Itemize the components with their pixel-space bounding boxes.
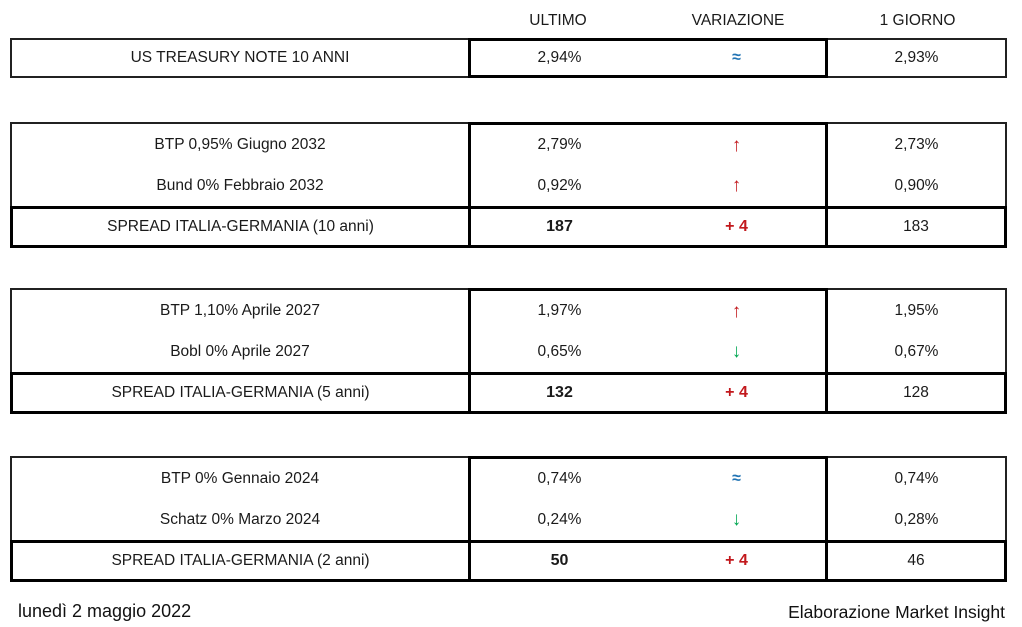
ultimo-variazione-box: 1,97% ↑ 0,65% ↓	[468, 288, 828, 372]
column-header-1-giorno: 1 GIORNO	[879, 12, 956, 29]
spread-change: + 4	[725, 218, 748, 235]
spread-giorno-value: 183	[903, 218, 929, 235]
report-date: lunedì 2 maggio 2022	[18, 601, 192, 621]
up-arrow-icon: ↑	[731, 134, 742, 156]
table-row: 1,97% ↑	[471, 291, 825, 332]
giorno-column: 2,93%	[828, 38, 1007, 78]
up-arrow-icon: ↑	[731, 300, 742, 322]
ultimo-value: 0,74%	[537, 470, 582, 488]
spread-giorno-value: 128	[903, 384, 929, 401]
group-us-treasury: US TREASURY NOTE 10 ANNI 2,94% ≈ 2,93%	[10, 38, 1007, 78]
ultimo-variazione-box: 2,94% ≈	[468, 38, 828, 78]
spread-row-10-anni: SPREAD ITALIA-GERMANIA (10 anni) 187 + 4…	[10, 206, 1007, 248]
label-column: BTP 1,10% Aprile 2027 Bobl 0% Aprile 202…	[10, 288, 468, 372]
giorno-value: 1,95%	[894, 301, 939, 319]
spread-value: 50	[550, 552, 569, 569]
approx-equal-icon: ≈	[732, 470, 741, 488]
spread-mid-box: 132 + 4	[468, 375, 828, 411]
group-5-anni: BTP 1,10% Aprile 2027 Bobl 0% Aprile 202…	[10, 288, 1007, 414]
instrument-label: BTP 0% Gennaio 2024	[160, 469, 320, 487]
spread-change: + 4	[725, 384, 748, 401]
down-arrow-icon: ↓	[731, 509, 742, 531]
ultimo-value: 2,94%	[537, 49, 582, 66]
table-row: 0,65% ↓	[471, 332, 825, 373]
table-row: 0,92% ↑	[471, 166, 825, 207]
giorno-value: 0,90%	[894, 176, 939, 194]
column-header-variazione: VARIAZIONE	[691, 12, 785, 29]
giorno-value: 2,73%	[894, 135, 939, 153]
instrument-label: Schatz 0% Marzo 2024	[159, 510, 321, 528]
ultimo-value: 0,92%	[537, 176, 582, 194]
spread-label: SPREAD ITALIA-GERMANIA (10 anni)	[107, 218, 374, 235]
table-row: 0,74% ≈	[471, 459, 825, 500]
ultimo-value: 0,24%	[537, 510, 582, 528]
instrument-label: Bobl 0% Aprile 2027	[170, 342, 310, 360]
giorno-column: 2,73% 0,90%	[828, 122, 1007, 206]
ultimo-variazione-box: 0,74% ≈ 0,24% ↓	[468, 456, 828, 540]
instrument-label: BTP 1,10% Aprile 2027	[160, 301, 320, 319]
instrument-label: US TREASURY NOTE 10 ANNI	[130, 49, 350, 66]
spread-value: 187	[546, 218, 573, 235]
spread-value: 132	[546, 384, 573, 401]
spread-label: SPREAD ITALIA-GERMANIA (2 anni)	[111, 552, 370, 569]
label-column: BTP 0,95% Giugno 2032 Bund 0% Febbraio 2…	[10, 122, 468, 206]
spread-giorno-value: 46	[907, 552, 925, 569]
giorno-value: 0,67%	[894, 342, 939, 360]
down-arrow-icon: ↓	[731, 341, 742, 363]
label-column: US TREASURY NOTE 10 ANNI	[10, 38, 468, 78]
approx-equal-icon: ≈	[732, 49, 741, 66]
spread-row-2-anni: SPREAD ITALIA-GERMANIA (2 anni) 50 + 4 4…	[10, 540, 1007, 582]
table-row: 0,24% ↓	[471, 500, 825, 541]
giorno-value: 0,74%	[894, 469, 939, 487]
up-arrow-icon: ↑	[731, 175, 742, 197]
ultimo-value: 0,65%	[537, 342, 582, 360]
table-row: 2,94% ≈	[471, 41, 825, 75]
ultimo-variazione-box: 2,79% ↑ 0,92% ↑	[468, 122, 828, 206]
group-10-anni: BTP 0,95% Giugno 2032 Bund 0% Febbraio 2…	[10, 122, 1007, 248]
spread-mid-box: 50 + 4	[468, 543, 828, 579]
spread-mid-box: 187 + 4	[468, 209, 828, 245]
spread-row-5-anni: SPREAD ITALIA-GERMANIA (5 anni) 132 + 4 …	[10, 372, 1007, 414]
report-credit: Elaborazione Market Insight	[788, 602, 1005, 622]
column-header-ultimo: ULTIMO	[529, 12, 587, 29]
group-2-anni: BTP 0% Gennaio 2024 Schatz 0% Marzo 2024…	[10, 456, 1007, 582]
spread-label: SPREAD ITALIA-GERMANIA (5 anni)	[111, 384, 370, 401]
ultimo-value: 2,79%	[537, 136, 582, 154]
giorno-value: 0,28%	[894, 510, 939, 528]
instrument-label: BTP 0,95% Giugno 2032	[154, 135, 326, 153]
ultimo-value: 1,97%	[537, 302, 582, 320]
label-column: BTP 0% Gennaio 2024 Schatz 0% Marzo 2024	[10, 456, 468, 540]
giorno-column: 0,74% 0,28%	[828, 456, 1007, 540]
giorno-column: 1,95% 0,67%	[828, 288, 1007, 372]
giorno-value: 2,93%	[894, 49, 939, 66]
instrument-label: Bund 0% Febbraio 2032	[156, 176, 324, 194]
table-row: 2,79% ↑	[471, 125, 825, 166]
spread-change: + 4	[725, 552, 748, 569]
